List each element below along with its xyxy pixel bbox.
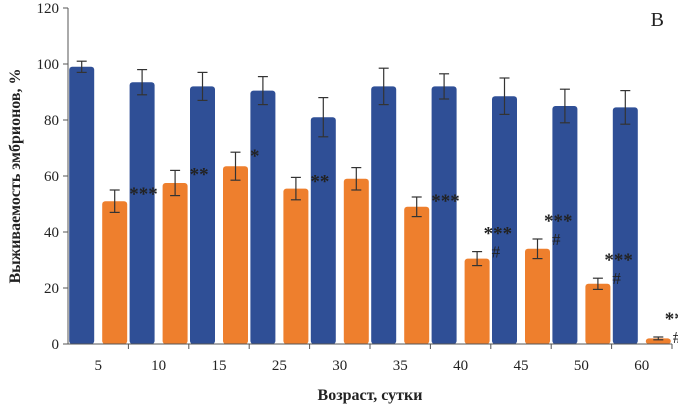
y-tick-label: 120 — [37, 1, 60, 17]
y-tick-label: 0 — [52, 337, 60, 353]
bar-series-1 — [190, 86, 215, 345]
hash-annotation: # — [552, 230, 561, 249]
x-tick-label: 35 — [393, 358, 408, 374]
star-annotation: *** — [129, 184, 158, 205]
hash-annotation: ## — [673, 328, 678, 347]
bar-series-1 — [431, 86, 457, 345]
x-tick-label: 50 — [574, 358, 589, 374]
x-tick-label: 5 — [94, 358, 102, 374]
bar-series-2 — [585, 283, 611, 344]
y-tick-label: 100 — [37, 57, 60, 73]
bar-series-1 — [69, 66, 95, 345]
bar-series-2 — [343, 178, 369, 344]
star-annotation: *** — [544, 211, 573, 232]
bar-series-2 — [464, 258, 490, 344]
star-annotation: *** — [604, 250, 633, 271]
bar-series-1 — [492, 96, 517, 344]
star-annotation: ** — [310, 171, 329, 192]
bar-series-2 — [223, 166, 248, 344]
bar-series-2 — [162, 183, 188, 344]
x-tick-label: 15 — [212, 358, 227, 374]
bar-series-2 — [102, 201, 128, 344]
bar-series-1 — [250, 90, 276, 344]
bar-series-1 — [552, 106, 578, 344]
star-annotation: *** — [431, 191, 460, 212]
bar-series-2 — [645, 338, 671, 344]
y-axis-ticks: 0 20 40 60 80 100 120 — [37, 1, 68, 353]
bar-series-2 — [404, 206, 430, 344]
x-tick-label: 30 — [332, 358, 347, 374]
x-tick-label: 10 — [151, 358, 166, 374]
error-bars — [76, 60, 664, 341]
x-tick-label: 25 — [272, 358, 287, 374]
bar-series-2 — [525, 248, 550, 344]
hash-annotation: # — [612, 269, 621, 288]
star-annotation: * — [250, 146, 260, 167]
bar-series-2 — [283, 188, 309, 344]
y-tick-label: 80 — [44, 113, 59, 129]
x-tick-label: 60 — [634, 358, 649, 374]
bar-series-1 — [371, 86, 397, 345]
y-tick-label: 20 — [44, 281, 59, 297]
star-annotation: *** — [665, 309, 678, 330]
y-tick-label: 40 — [44, 225, 59, 241]
star-annotation: *** — [484, 224, 512, 245]
x-tick-label: 40 — [453, 358, 468, 374]
star-annotation: ** — [190, 164, 209, 185]
hash-annotation: # — [492, 243, 501, 262]
x-axis-ticks: 5 10 15 25 30 35 40 45 50 60 — [94, 344, 673, 374]
x-tick-label: 45 — [514, 358, 529, 374]
x-axis-title: Возраст, сутки — [318, 387, 423, 404]
bar-series-1 — [129, 82, 155, 344]
y-tick-label: 60 — [44, 169, 59, 185]
bar-series-1 — [612, 107, 638, 345]
panel-label: B — [651, 9, 664, 31]
significance-annotations: ***********#***#***#***##*** — [129, 146, 678, 347]
y-axis-title: Выживаемость эмбрионов, % — [7, 68, 24, 283]
bars — [69, 66, 671, 345]
bar-series-1 — [310, 117, 336, 344]
